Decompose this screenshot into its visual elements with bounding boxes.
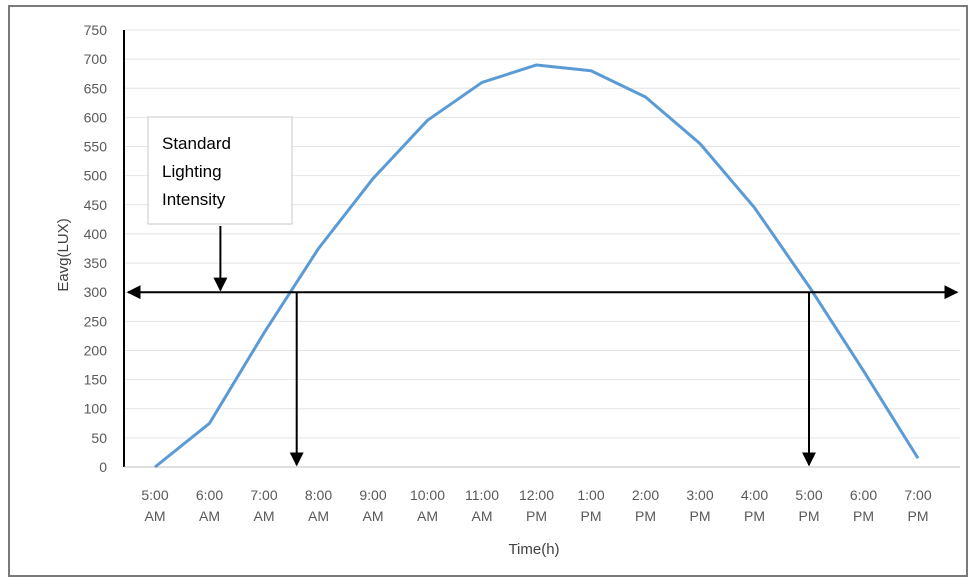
- x-tick-label-period: PM: [744, 508, 765, 524]
- x-tick-label-period: AM: [363, 508, 384, 524]
- x-tick-label-period: AM: [199, 508, 220, 524]
- x-tick-labels: 5:00 AM 6:00 AM 7:00 AM 8:00 AM 9:00 AM 10:00 AM 11:…: [141, 487, 931, 524]
- crossing-arrows: [289, 292, 816, 467]
- x-tick-label: 5:00: [141, 487, 168, 503]
- y-tick-label: 0: [99, 459, 107, 475]
- x-tick-label: 8:00: [305, 487, 332, 503]
- x-tick-label-period: PM: [526, 508, 547, 524]
- y-tick-label: 250: [84, 313, 108, 329]
- y-tick-label: 650: [84, 80, 108, 96]
- x-tick-label-period: AM: [417, 508, 438, 524]
- x-tick-label: 7:00: [250, 487, 277, 503]
- x-tick-label-period: PM: [635, 508, 656, 524]
- y-tick-label: 150: [84, 372, 108, 388]
- series-line: [154, 63, 920, 469]
- x-tick-label-period: AM: [254, 508, 275, 524]
- x-tick-label: 2:00: [632, 487, 659, 503]
- x-tick-label-period: PM: [908, 508, 929, 524]
- x-tick-label-period: AM: [472, 508, 493, 524]
- y-axis-title: Eavg(LUX): [55, 218, 72, 291]
- x-tick-label-period: AM: [145, 508, 166, 524]
- y-tick-label: 450: [84, 197, 108, 213]
- x-tick-label: 9:00: [359, 487, 386, 503]
- y-tick-label: 300: [84, 284, 108, 300]
- x-tick-label: 10:00: [410, 487, 445, 503]
- y-tick-label: 500: [84, 168, 108, 184]
- x-tick-label: 4:00: [741, 487, 768, 503]
- gridlines: [124, 29, 960, 439]
- y-tick-label: 100: [84, 401, 108, 417]
- x-tick-label: 11:00: [465, 487, 499, 503]
- y-tick-label: 200: [84, 342, 108, 358]
- x-tick-label-period: PM: [690, 508, 711, 524]
- x-tick-label: 7:00: [904, 487, 931, 503]
- annotation-line-1: Standard: [162, 134, 231, 153]
- x-tick-label-period: PM: [853, 508, 874, 524]
- annotation-box: [147, 116, 293, 225]
- y-tick-label: 550: [84, 139, 108, 155]
- y-tick-label: 600: [84, 109, 108, 125]
- y-tick-label: 750: [84, 22, 108, 38]
- x-tick-label-period: AM: [308, 508, 329, 524]
- x-tick-label: 1:00: [577, 487, 604, 503]
- x-tick-label: 5:00: [795, 487, 822, 503]
- y-tick-label: 700: [84, 51, 108, 67]
- y-tick-label: 50: [91, 430, 107, 446]
- annotation-line-3: Intensity: [162, 190, 226, 209]
- x-tick-label: 3:00: [686, 487, 713, 503]
- x-tick-label: 12:00: [519, 487, 554, 503]
- y-tick-label: 350: [84, 255, 108, 271]
- x-tick-label: 6:00: [196, 487, 223, 503]
- x-axis-title: Time(h): [508, 541, 559, 558]
- y-tick-label: 400: [84, 226, 108, 242]
- x-tick-label: 6:00: [850, 487, 877, 503]
- x-tick-label-period: PM: [799, 508, 820, 524]
- annotation-line-2: Lighting: [162, 162, 222, 181]
- x-tick-label-period: PM: [581, 508, 602, 524]
- y-tick-labels: 0 50 100 150 200 250 300 350 400 450 500 550 600 650 7…: [84, 22, 108, 475]
